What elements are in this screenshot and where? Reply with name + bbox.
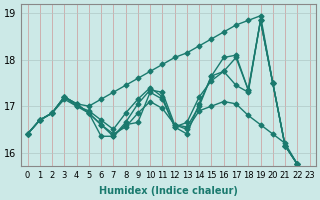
X-axis label: Humidex (Indice chaleur): Humidex (Indice chaleur) bbox=[99, 186, 238, 196]
